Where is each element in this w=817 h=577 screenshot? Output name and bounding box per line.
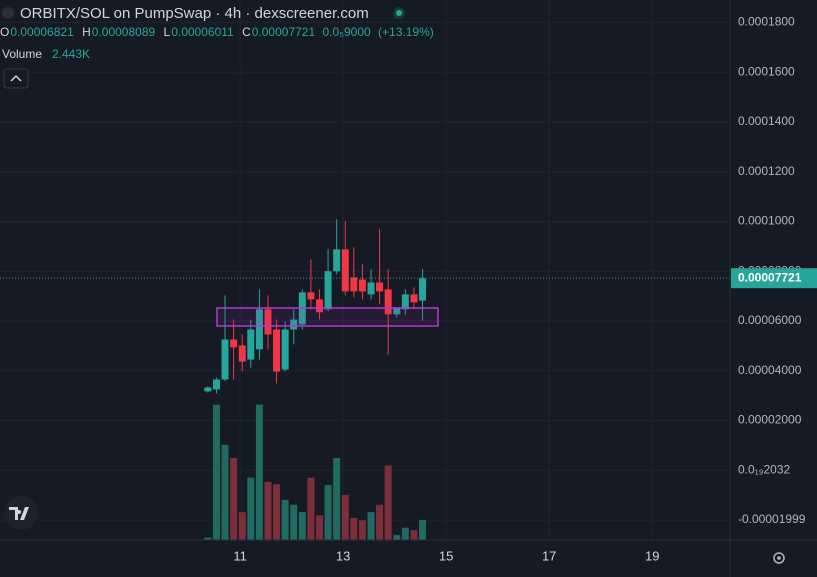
volume-bar [264,481,272,540]
volume-bar [255,404,263,540]
last-price-label: 0.00007721 [738,270,802,284]
x-tick-label: 11 [233,548,247,563]
volume-bar [341,494,349,540]
volume-bar [410,530,418,540]
candle-body [230,339,238,348]
legend-letter: H [82,25,91,39]
volume-bar [281,499,289,540]
volume-bar [350,517,358,540]
candle-body [324,271,332,310]
volume-bar [298,512,306,540]
candle-body [264,309,272,335]
volume-bar [419,519,427,540]
volume-bar [273,484,281,540]
collapse-button[interactable] [3,68,29,89]
volume-bar [212,404,220,540]
x-tick-label: 15 [439,548,453,563]
volume-bar [247,477,255,540]
candle-layer [0,219,730,394]
candle-body [255,309,263,350]
volume-bar [376,504,384,540]
candle-body [221,339,229,380]
volume-bar [324,485,332,540]
candle-body [333,249,341,272]
candle-body [367,282,375,295]
logo [9,507,29,520]
y-tick-label: -0.00001999 [738,512,806,526]
candle-body [281,329,289,370]
volume-bar [230,458,238,540]
volume-bar [401,527,409,540]
volume-legend-value: 2.443K [52,47,90,61]
volume-bar [333,458,341,540]
axes: 0.0001800 0.0001600 0.0001400 0.0001200 0.00… [233,15,817,563]
legend-letter: C [242,25,251,39]
x-tick-label: 19 [645,548,659,563]
volume-bar [307,477,315,540]
y-tick-label: 0.0001000 [738,214,795,228]
legend-letter: O [0,25,9,39]
candle-body [273,329,281,372]
legend-open: 0.00006821 [10,25,74,39]
settings-icon[interactable] [773,552,785,564]
volume-bar [358,520,366,540]
candle-body [419,278,427,301]
candle-body [290,319,298,330]
candle-body [350,277,358,292]
y-tick-label: 0.00006000 [738,313,802,327]
volume-bar [204,537,212,540]
logo-bg[interactable] [4,496,38,530]
volume-bar [384,465,392,540]
candle-body [316,299,324,313]
candle-body [247,329,255,360]
candle-body [358,279,366,292]
candle-body [384,289,392,315]
candle-body [238,345,246,362]
y-tick-label: 0.0001600 [738,64,795,78]
y-tick-label: 0.0001200 [738,164,795,178]
y-tick-label: 0.0001400 [738,114,795,128]
volume-bar [290,504,298,540]
volume-bar [238,512,246,540]
candle-body [401,294,409,310]
candle-body [204,387,212,392]
candle-body [410,294,418,303]
legend-change-pct: (+13.19%) [378,25,434,39]
grid [0,0,730,540]
y-tick-label: 0.00002000 [738,413,802,427]
volume-layer [204,404,427,540]
candle-body [307,292,315,300]
settings-icon-core [777,556,781,560]
y-tick-label: 0.0₁₉2032 [738,462,791,476]
volume-bar [393,535,401,540]
y-tick-label: 0.00004000 [738,363,802,377]
candle-body [376,282,384,292]
legend-low: 0.00006011 [171,25,234,39]
volume-bar [367,512,375,540]
zone-box [216,307,439,327]
legend-change: 0.0₅9000 [322,25,371,39]
candle-body [393,307,401,315]
volume-bar [316,515,324,540]
chart-title: ORBITX/SOL on PumpSwap · 4h · dexscreene… [20,5,369,22]
legend-close: 0.00007721 [252,25,316,39]
token-icon [2,7,14,19]
logo-dot [17,510,21,514]
legend-high: 0.00008089 [92,25,156,39]
ohlc-legend: O0.00006821 H0.00008089 L0.00006011 C0.0… [0,25,434,39]
volume-bar [221,444,229,540]
last-price-box [731,268,817,289]
candle-body [341,249,349,292]
volume-legend-title: Volume [2,47,42,61]
x-tick-label: 17 [542,548,556,563]
x-tick-label: 13 [336,548,350,563]
legend-letter: L [164,25,171,39]
status-dot [396,10,402,16]
y-tick-label: 0.0001800 [738,15,795,29]
candle-body [212,379,220,390]
collapse-icon [10,74,22,82]
